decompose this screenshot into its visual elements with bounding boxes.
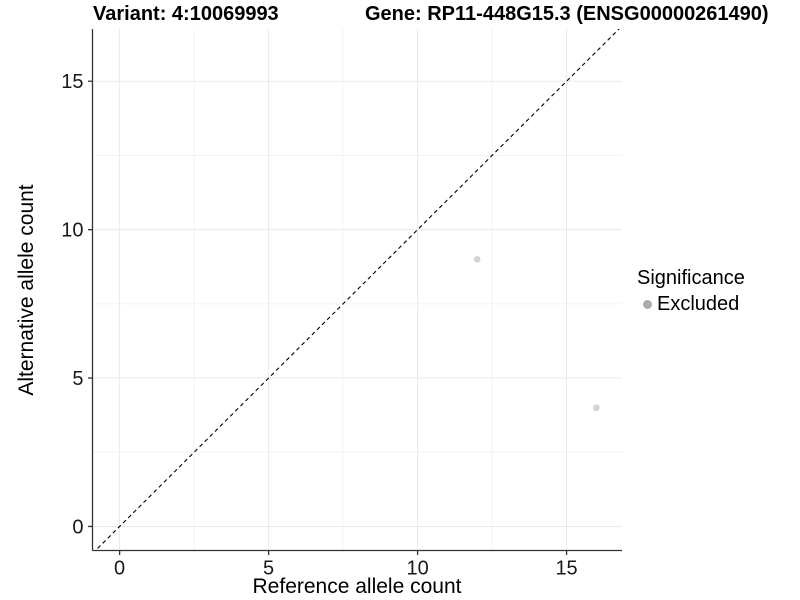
- x-tick-label: 15: [555, 558, 577, 580]
- y-tick-label: 0: [72, 516, 83, 538]
- x-axis-label: Reference allele count: [252, 575, 462, 598]
- legend-title: Significance: [637, 267, 745, 289]
- y-tick-label: 10: [61, 220, 83, 242]
- y-axis-label: Alternative allele count: [15, 184, 38, 396]
- legend-item-excluded: Excluded: [637, 293, 745, 316]
- y-tick-label: 5: [72, 368, 83, 390]
- legend-point-icon: [643, 300, 652, 309]
- y-tick-label: 15: [61, 71, 83, 93]
- data-point: [593, 404, 600, 412]
- data-point: [473, 256, 481, 263]
- plot-title-variant: Variant: 4:10069993: [93, 3, 279, 25]
- plot-title-gene: Gene: RP11-448G15.3 (ENSG00000261490): [365, 3, 769, 25]
- x-tick-label: 10: [406, 558, 428, 580]
- identity-reference-line: [94, 29, 620, 551]
- x-tick-label: 5: [263, 558, 274, 580]
- x-tick-label: 0: [114, 558, 125, 580]
- legend: Significance Excluded: [637, 267, 745, 316]
- legend-item-label: Excluded: [657, 293, 740, 315]
